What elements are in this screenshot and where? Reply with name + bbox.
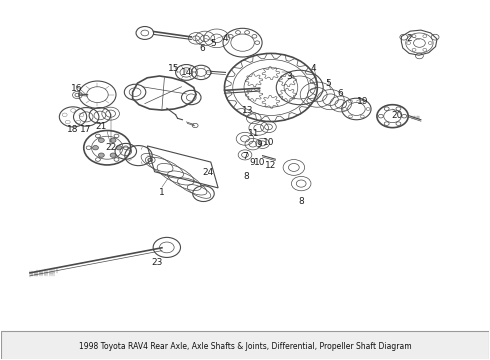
Text: 23: 23 [151,258,163,267]
Text: 4: 4 [222,34,228,43]
Circle shape [110,138,116,143]
Text: 5: 5 [325,79,331,88]
Text: 16: 16 [71,84,82,93]
Circle shape [98,153,104,157]
Text: 3: 3 [286,72,292,81]
Text: 19: 19 [357,96,368,105]
Text: 8: 8 [298,197,304,206]
Text: 24: 24 [203,168,214,177]
Text: 9: 9 [257,140,263,149]
Text: 11: 11 [248,129,260,138]
Text: 5: 5 [210,39,216,48]
Text: 1: 1 [159,188,165,197]
Text: 6: 6 [199,44,205,53]
Text: 6: 6 [338,89,343,98]
Text: 10: 10 [254,158,266,167]
Text: 10: 10 [263,138,274,147]
Circle shape [98,138,104,143]
Text: 12: 12 [265,161,276,170]
Text: 1998 Toyota RAV4 Rear Axle, Axle Shafts & Joints, Differential, Propeller Shaft : 1998 Toyota RAV4 Rear Axle, Axle Shafts … [79,342,411,351]
Text: 15: 15 [169,64,180,73]
Circle shape [93,145,98,150]
Text: 20: 20 [392,111,403,120]
Text: 18: 18 [67,125,79,134]
Text: 7: 7 [242,152,248,161]
Circle shape [116,145,122,150]
FancyBboxPatch shape [0,330,490,360]
Text: 4: 4 [311,64,316,73]
Text: 22: 22 [105,143,116,152]
Text: 2: 2 [406,34,412,43]
Text: 21: 21 [95,122,106,131]
Text: 14: 14 [181,68,192,77]
Text: 8: 8 [243,172,249,181]
Text: 17: 17 [80,125,92,134]
Circle shape [110,153,116,157]
Text: 13: 13 [242,105,253,114]
Text: 9: 9 [249,158,255,167]
